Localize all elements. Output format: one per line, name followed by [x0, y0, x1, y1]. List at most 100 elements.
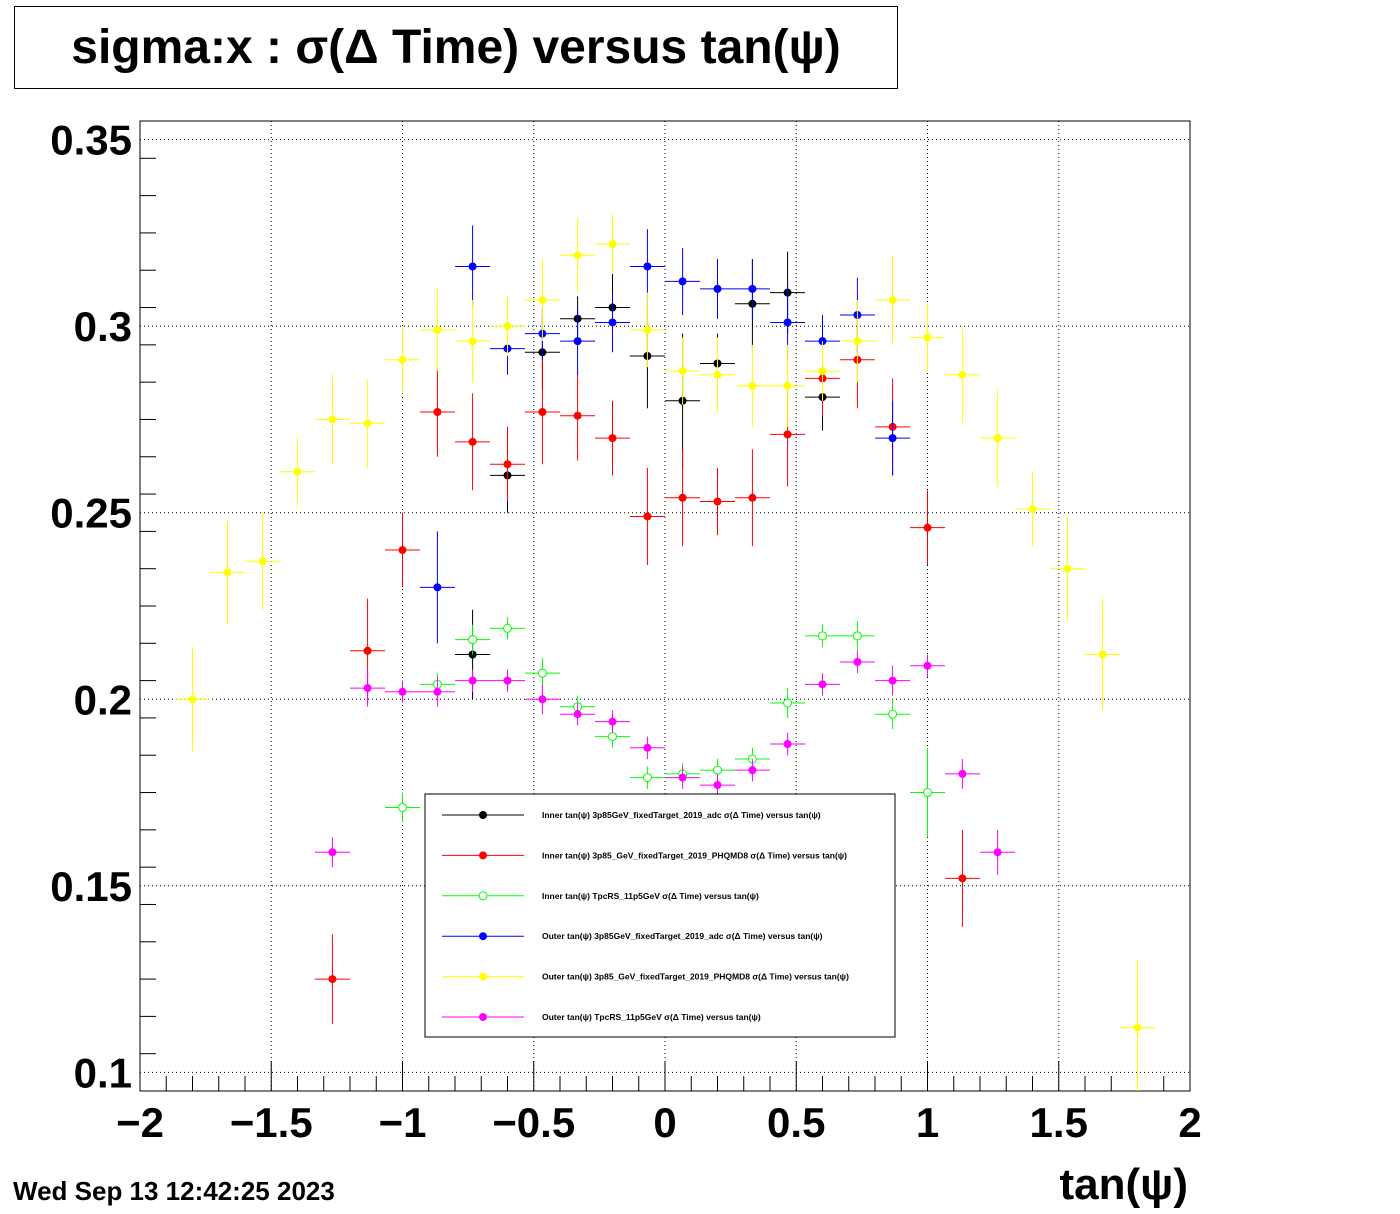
legend-marker	[479, 932, 487, 941]
marker	[713, 497, 722, 506]
data-point	[909, 490, 946, 565]
data-point	[665, 337, 701, 405]
marker	[398, 802, 407, 812]
data-point	[245, 512, 281, 610]
y-tick-label: 0.1	[74, 1049, 132, 1096]
data-point	[455, 624, 491, 655]
data-point	[944, 758, 980, 789]
legend-entry: Inner tan(ψ) TpcRS_11p5GeV σ(Δ Time) ver…	[442, 891, 759, 901]
legend: Inner tan(ψ) 3p85GeV_fixedTarget_2019_ad…	[424, 793, 896, 1038]
marker	[608, 717, 617, 726]
marker	[503, 322, 512, 331]
data-point	[804, 673, 841, 696]
x-tick-label: 0.5	[767, 1099, 825, 1146]
legend-entry: Outer tan(ψ) 3p85GeV_fixedTarget_2019_ad…	[442, 931, 823, 941]
y-tick-label: 0.2	[74, 676, 132, 723]
legend-label: Outer tan(ψ) 3p85_GeV_fixedTarget_2019_P…	[542, 972, 849, 982]
data-point	[699, 337, 736, 412]
data-point	[734, 758, 770, 782]
data-point	[350, 378, 386, 468]
marker	[503, 623, 512, 633]
marker	[363, 684, 372, 693]
data-point	[734, 259, 770, 319]
data-point	[629, 736, 665, 759]
data-point	[665, 247, 701, 315]
data-point	[629, 292, 665, 368]
data-point	[594, 292, 631, 353]
marker	[852, 631, 862, 641]
data-point	[384, 512, 421, 588]
x-axis-title: tan(ψ)	[1059, 1160, 1188, 1209]
marker	[328, 975, 337, 984]
data-point	[629, 766, 665, 789]
marker	[853, 337, 862, 346]
marker	[783, 430, 792, 439]
legend-entry: Inner tan(ψ) 3p85GeV_fixedTarget_2019_ad…	[442, 810, 821, 820]
data-point	[699, 773, 736, 797]
marker	[643, 743, 652, 752]
data-point	[734, 344, 770, 427]
data-point	[875, 665, 911, 696]
marker	[258, 557, 267, 566]
data-point	[455, 225, 491, 308]
x-tick-label: −1	[379, 1099, 427, 1146]
marker	[538, 296, 547, 305]
marker	[1098, 650, 1107, 659]
data-point	[489, 296, 526, 357]
marker	[923, 788, 932, 798]
data-point	[489, 617, 526, 640]
marker	[923, 661, 932, 670]
data-point	[209, 520, 245, 625]
data-point	[524, 684, 560, 715]
marker	[1028, 505, 1037, 513]
marker	[188, 695, 197, 704]
series	[174, 214, 1156, 1091]
data-point	[384, 326, 421, 394]
marker	[713, 781, 722, 790]
marker	[468, 635, 478, 645]
marker	[748, 284, 757, 293]
legend-entry: Outer tan(ψ) TpcRS_11p5GeV σ(Δ Time) ver…	[442, 1012, 761, 1022]
x-tick-label: −1.5	[230, 1099, 313, 1146]
marker	[433, 408, 442, 416]
data-point	[875, 699, 911, 730]
series-3	[384, 617, 946, 838]
data-point	[419, 367, 455, 457]
marker	[1063, 564, 1072, 573]
marker	[433, 325, 442, 334]
marker	[783, 698, 793, 708]
data-point	[455, 669, 491, 692]
marker	[958, 769, 967, 778]
data-point	[279, 438, 316, 506]
marker	[748, 493, 757, 502]
data-point	[314, 374, 350, 465]
marker	[433, 687, 442, 696]
x-tick-label: 1	[916, 1099, 939, 1146]
y-tick-label: 0.25	[50, 490, 132, 537]
marker	[293, 467, 302, 476]
data-point	[524, 259, 560, 342]
marker	[538, 695, 547, 704]
marker	[783, 318, 792, 327]
data-point	[560, 218, 596, 293]
data-point	[909, 303, 946, 371]
marker	[537, 668, 547, 678]
data-point	[629, 229, 665, 304]
x-tick-label: 1.5	[1030, 1099, 1088, 1146]
legend-marker	[479, 1013, 487, 1021]
data-point	[314, 934, 350, 1024]
marker	[748, 381, 757, 390]
y-tick-label: 0.3	[74, 303, 132, 350]
marker	[433, 583, 442, 592]
marker	[608, 240, 617, 249]
marker	[678, 277, 687, 286]
marker	[363, 419, 372, 428]
marker	[888, 709, 898, 719]
marker	[923, 523, 932, 532]
legend-entry: Inner tan(ψ) 3p85_GeV_fixedTarget_2019_P…	[442, 850, 847, 860]
series-6	[314, 650, 1016, 875]
series-5	[174, 214, 1156, 1091]
legend-label: Inner tan(ψ) TpcRS_11p5GeV σ(Δ Time) ver…	[542, 891, 759, 901]
marker	[993, 848, 1002, 857]
legend-label: Outer tan(ψ) 3p85GeV_fixedTarget_2019_ad…	[542, 931, 823, 941]
